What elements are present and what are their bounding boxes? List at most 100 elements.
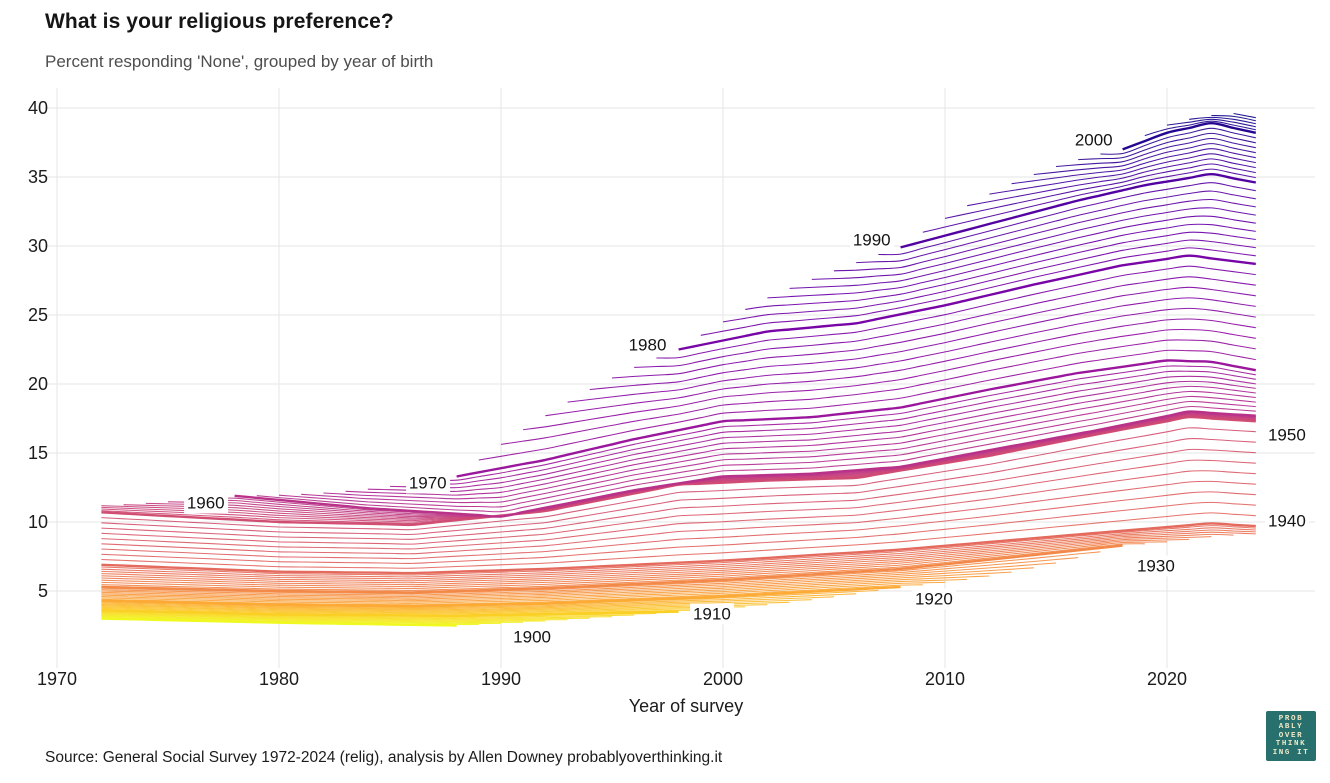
y-tick-label: 5 [37, 581, 48, 601]
cohort-annotation-1930: 1930 [1133, 555, 1178, 577]
x-tick-label: 1970 [36, 669, 78, 689]
cohort-line-1915 [101, 601, 790, 612]
cohort-line-1962 [278, 400, 1256, 508]
cohort-line-2002 [1166, 118, 1256, 128]
cohort-line-1949 [101, 427, 1256, 531]
cohort-line-1964 [323, 390, 1256, 500]
cohort-line-1975 [567, 307, 1256, 403]
cohort-line-1914 [101, 604, 768, 613]
cohort-line-1959 [212, 411, 1256, 518]
cohort-line-1911 [101, 608, 701, 616]
cohort-line-2000 [1122, 122, 1257, 151]
y-tick-label: 25 [27, 305, 48, 325]
cohort-annotation-1940: 1940 [1264, 510, 1309, 532]
y-tick-label: 20 [27, 374, 48, 394]
cohort-line-1942 [101, 501, 1256, 564]
cohort-line-1976 [589, 297, 1256, 391]
cohort-line-1940 [101, 522, 1256, 575]
cohort-line-1944 [101, 480, 1256, 555]
cohort-line-1983 [745, 231, 1256, 310]
cohort-line-1982 [722, 239, 1256, 323]
cohort-line-1904 [101, 614, 546, 623]
y-tick-label: 30 [27, 236, 48, 256]
cohort-annotation-1990: 1990 [849, 229, 894, 251]
cohort-line-1961 [256, 405, 1256, 513]
cohort-line-1924 [101, 575, 990, 602]
cohort-annotation-2000: 2000 [1071, 129, 1116, 151]
cohort-line-1918 [101, 593, 857, 609]
x-tick-label: 1990 [480, 669, 522, 689]
cohort-line-1938 [101, 527, 1256, 578]
cohort-line-1995 [1011, 148, 1256, 185]
cohort-line-1981 [700, 247, 1256, 336]
cohort-line-1935 [101, 533, 1234, 584]
cohort-line-2005 [1233, 112, 1256, 119]
cohort-line-1903 [101, 615, 524, 624]
cohort-line-1928 [101, 557, 1079, 596]
source-note: Source: General Social Survey 1972-2024 … [45, 749, 723, 766]
cohort-line-1901 [101, 617, 479, 626]
cohort-line-1963 [301, 395, 1256, 504]
x-axis-title: Year of survey [628, 696, 744, 716]
probablyoverthinking-logo: PROB ABLY OVER THINK ING IT [1266, 711, 1316, 761]
cohort-line-1989 [878, 182, 1256, 256]
cohort-line-1971 [478, 349, 1256, 461]
chart-subtitle: Percent responding 'None', grouped by ye… [45, 52, 434, 71]
logo-text-row: ING IT [1272, 748, 1310, 757]
y-tick-label: 10 [27, 512, 48, 532]
cohort-line-1973 [523, 328, 1256, 431]
y-tick-label: 15 [27, 443, 48, 463]
cohort-line-1937 [101, 529, 1256, 580]
cohort-line-1960 [234, 410, 1256, 518]
cohort-line-1941 [101, 512, 1256, 569]
cohort-line-1969 [434, 365, 1256, 481]
cohort-line-1947 [101, 448, 1256, 540]
cohort-line-1913 [101, 606, 746, 614]
cohort-annotation-1910: 1910 [689, 603, 734, 625]
cohort-line-1996 [1033, 143, 1256, 176]
cohort-line-2001 [1144, 120, 1256, 137]
cohort-line-1906 [101, 613, 590, 621]
cohort-line-1921 [101, 584, 923, 606]
cohort-line-1966 [367, 380, 1256, 492]
cohort-line-1934 [101, 536, 1212, 586]
x-tick-label: 1980 [258, 669, 300, 689]
cohort-line-1980 [678, 254, 1256, 351]
cohort-line-1930 [101, 544, 1123, 594]
logo-text-row: PROB [1278, 714, 1304, 723]
logo-text-row: ABLY [1278, 723, 1304, 732]
cohort-line-1985 [789, 215, 1256, 289]
cohort-line-1902 [101, 616, 502, 625]
cohort-line-1929 [101, 551, 1101, 595]
cohort-annotation-1950: 1950 [1264, 424, 1309, 446]
cohort-line-1927 [101, 562, 1057, 598]
cohort-line-1987 [833, 198, 1256, 272]
cohort-line-1948 [101, 438, 1256, 536]
cohort-line-1939 [101, 525, 1256, 576]
cohort-line-1990 [900, 173, 1257, 249]
cohort-line-1968 [412, 370, 1256, 485]
cohort-line-1979 [656, 265, 1256, 359]
cohort-line-1931 [101, 543, 1145, 591]
cohort-annotation-1960: 1960 [183, 492, 228, 514]
cohort-line-1988 [856, 190, 1256, 264]
cohort-line-1936 [101, 531, 1256, 582]
cohort-line-1912 [101, 607, 724, 615]
cohort-line-1993 [967, 158, 1256, 207]
cohort-line-1932 [101, 541, 1168, 590]
x-tick-label: 2020 [1146, 669, 1188, 689]
cohort-line-1923 [101, 578, 968, 603]
cohort-line-1905 [101, 613, 568, 622]
cohort-line-1997 [1055, 137, 1256, 168]
cohort-line-1970 [456, 359, 1257, 478]
cohort-annotation-1900: 1900 [510, 626, 554, 648]
cohort-line-1965 [345, 385, 1256, 496]
cohort-line-1946 [101, 459, 1256, 545]
chart-title: What is your religious preference? [45, 10, 394, 33]
cohort-annotation-1970: 1970 [405, 472, 450, 494]
cohort-line-1998 [1078, 132, 1256, 161]
cohort-line-1908 [101, 611, 635, 619]
y-tick-label: 40 [27, 98, 48, 118]
cohort-line-1933 [101, 538, 1190, 588]
